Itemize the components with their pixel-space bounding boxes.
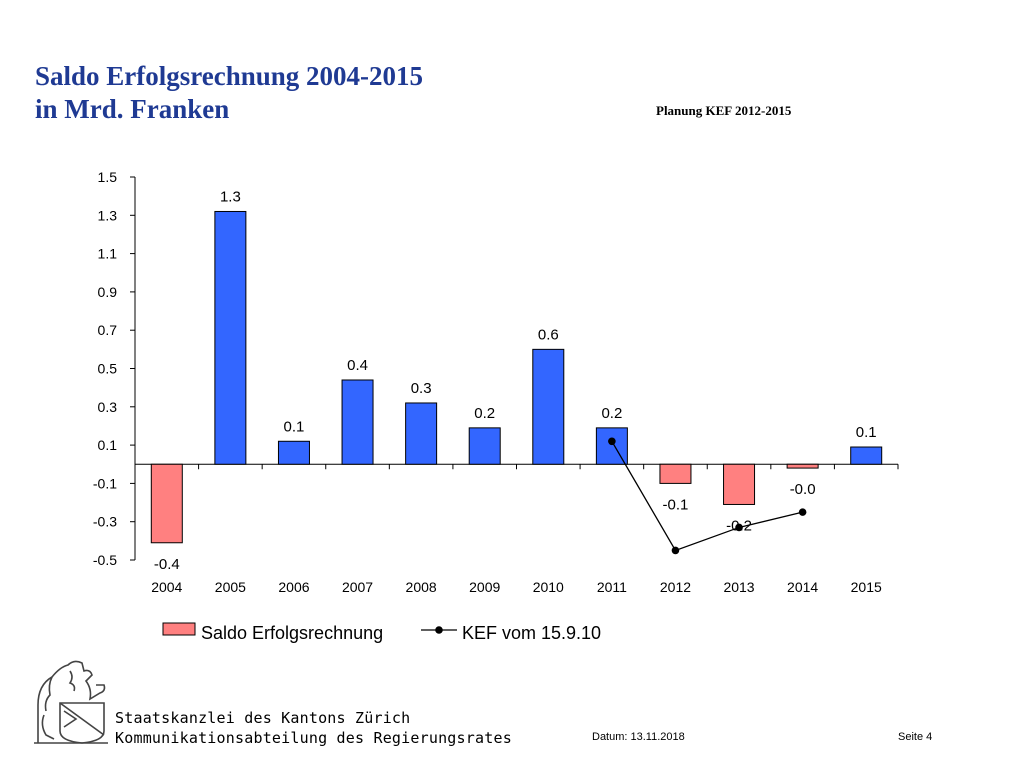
title-line-1: Saldo Erfolgsrechnung 2004-2015: [35, 61, 424, 91]
bar: [405, 402, 438, 465]
y-tick-label: 0.9: [98, 284, 118, 300]
bar-data-label: 0.4: [347, 357, 368, 374]
x-category-label: 2006: [278, 579, 309, 595]
zurich-lion-logo-icon: [34, 660, 108, 744]
x-category-label: 2010: [533, 579, 564, 595]
x-category-label: 2005: [215, 579, 246, 595]
kef-point: [798, 508, 807, 516]
planning-note: Planung KEF 2012-2015: [656, 103, 792, 118]
bar-data-label: 0.2: [601, 405, 622, 422]
x-category-label: 2013: [723, 579, 754, 595]
y-tick-label: -0.3: [93, 514, 117, 530]
bar-data-label: -0.0: [790, 481, 816, 498]
bar-data-label: -0.1: [663, 496, 689, 513]
bar: [532, 348, 565, 465]
legend-marker-kef: [435, 626, 443, 634]
y-tick-label: 1.3: [98, 207, 118, 223]
bar-data-label: 0.1: [856, 424, 877, 441]
bar-chart: 1.5 1.3 1.1 0.9 0.7 0.5 0.3 0.1 -0.1 -0.3 -0.5 -0.4…: [93, 169, 899, 643]
bar: [277, 440, 310, 465]
x-category-label: 2007: [342, 579, 373, 595]
y-tick-label: 1.1: [98, 246, 118, 262]
y-tick-label: 0.3: [98, 399, 118, 415]
y-tick-label: -0.1: [93, 475, 117, 491]
legend-label-saldo: Saldo Erfolgsrechnung: [201, 623, 383, 643]
y-tick-label: 1.5: [98, 169, 118, 185]
x-category-label: 2004: [151, 579, 182, 595]
bar-data-label: 0.3: [411, 380, 432, 397]
bar-data-label: 0.6: [538, 326, 559, 343]
org-line-2: Kommunikationsabteilung des Regierungsra…: [115, 729, 512, 747]
y-tick-label: 0.5: [98, 361, 118, 377]
x-category-label: 2014: [787, 579, 818, 595]
kef-point: [671, 546, 680, 555]
footer-date: Datum: 13.11.2018: [592, 731, 685, 743]
kef-point: [735, 523, 743, 532]
organization-name: Staatskanzlei des Kantons Zürich Kommuni…: [115, 708, 512, 748]
legend-swatch-saldo: [162, 622, 196, 636]
bar-data-label: -0.4: [154, 556, 180, 573]
bar: [659, 463, 692, 484]
x-category-label: 2009: [469, 579, 500, 595]
y-tick-label: 0.1: [98, 437, 118, 453]
bar: [723, 463, 756, 505]
x-category-label: 2008: [406, 579, 437, 595]
y-tick-label: 0.7: [98, 322, 118, 338]
x-category-label: 2015: [851, 579, 882, 595]
kef-point: [608, 437, 616, 446]
bar-data-label: 0.2: [474, 405, 495, 422]
bar: [850, 446, 883, 465]
x-category-label: 2011: [597, 579, 627, 595]
bar: [214, 210, 247, 465]
bar-data-label: 0.1: [284, 418, 305, 435]
org-line-1: Staatskanzlei des Kantons Zürich: [115, 709, 411, 727]
x-category-label: 2012: [660, 579, 691, 595]
legend-label-kef: KEF vom 15.9.10: [462, 623, 601, 643]
bar: [468, 427, 501, 465]
y-tick-label: -0.5: [93, 552, 117, 568]
bar: [786, 463, 819, 469]
bar-data-label: 1.3: [220, 188, 241, 205]
slide-title: Saldo Erfolgsrechnung 2004-2015 in Mrd. …: [35, 60, 423, 126]
bar: [150, 463, 183, 544]
page-number: Seite 4: [898, 731, 933, 743]
kef-line: [611, 440, 803, 552]
bar: [341, 379, 374, 465]
title-line-2: in Mrd. Franken: [35, 94, 230, 124]
